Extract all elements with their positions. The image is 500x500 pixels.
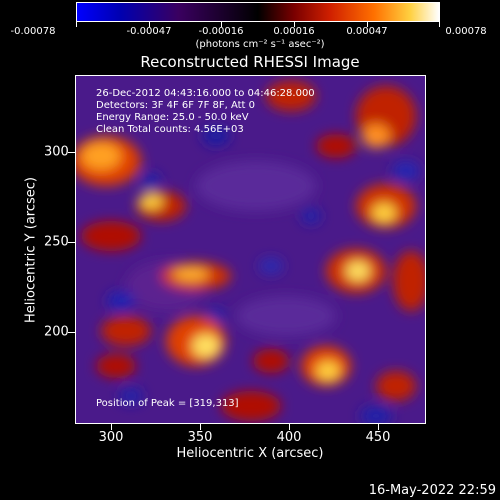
colorbar-label: 0.00016 [273, 26, 315, 37]
colorbar-tick [439, 22, 440, 27]
x-tick [289, 424, 290, 430]
colorbar-label: -0.00078 [10, 26, 56, 37]
y-axis-title: Heliocentric Y (arcsec) [23, 177, 39, 323]
x-tick-label: 350 [187, 430, 213, 445]
x-tick [378, 424, 379, 430]
method-counts-label: Clean Total counts: 4.56E+03 [96, 124, 244, 135]
time-range-label: 26-Dec-2012 04:43:16.000 to 04:46:28.000 [96, 88, 315, 99]
y-tick [68, 152, 75, 153]
colorbar-label: -0.00047 [126, 26, 172, 37]
x-tick-label: 450 [365, 430, 391, 445]
peak-position-label: Position of Peak = [319,313] [96, 398, 239, 409]
y-tick [68, 242, 75, 243]
footer-timestamp: 16-May-2022 22:59 [368, 483, 496, 498]
y-tick-label: 200 [44, 324, 69, 340]
x-tick [111, 424, 112, 430]
y-tick-label: 300 [44, 144, 69, 160]
rhessi-image: 26-Dec-2012 04:43:16.000 to 04:46:28.000… [75, 75, 426, 424]
colorbar-label: -0.00016 [198, 26, 244, 37]
y-tick [68, 332, 75, 333]
colorbar-label: 0.00047 [346, 26, 388, 37]
colorbar-tick [294, 22, 295, 27]
colorbar-label: 0.00078 [445, 26, 487, 37]
colorbar-units: (photons cm⁻² s⁻¹ asec⁻²) [195, 39, 325, 50]
x-tick [200, 424, 201, 430]
colorbar-tick [367, 22, 368, 27]
x-tick-label: 400 [276, 430, 302, 445]
x-axis-title: Heliocentric X (arcsec) [176, 446, 324, 461]
detectors-label: Detectors: 3F 4F 6F 7F 8F, Att 0 [96, 100, 256, 111]
energy-range-label: Energy Range: 25.0 - 50.0 keV [96, 112, 249, 123]
colorbar-tick [76, 22, 77, 27]
colorbar-tick [221, 22, 222, 27]
colorbar-tick [149, 22, 150, 27]
x-tick-label: 300 [98, 430, 124, 445]
heatmap-image [76, 76, 425, 423]
colorbar [76, 2, 440, 22]
y-tick-label: 250 [44, 234, 69, 250]
image-title: Reconstructed RHESSI Image [140, 53, 360, 71]
